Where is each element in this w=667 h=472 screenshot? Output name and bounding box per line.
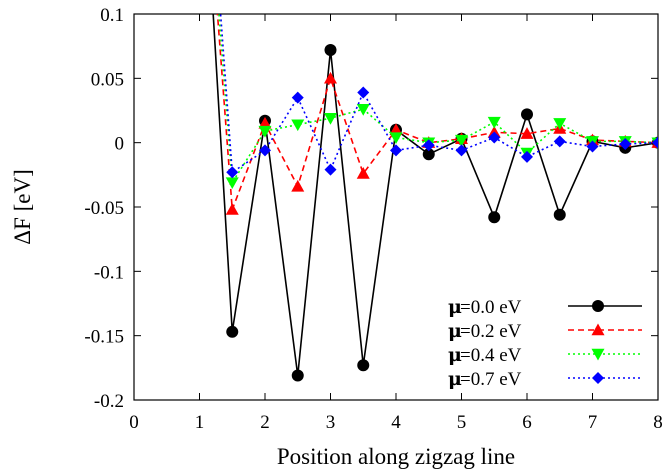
legend-mu-symbol: μ [448,296,462,318]
y-tick-label: 0.05 [91,69,124,90]
legend-label: =0.7 eV [460,369,522,390]
legend-marker [592,300,604,312]
plot-area: 0 1 2 3 4 5 6 7 80.10.050-0.05-0.1-0.15-0.2μ=0.0… [84,5,663,433]
x-axis-label: Position along zigzag line [277,444,515,469]
legend-label: =0.0 eV [460,297,522,318]
data-point [455,144,468,157]
data-point [291,119,305,132]
y-tick-label: -0.05 [84,198,124,219]
data-point [324,71,337,84]
series-line [216,14,658,210]
y-tick-label: -0.1 [94,262,124,283]
data-point [521,108,533,121]
data-point [586,140,599,153]
data-point [324,44,337,57]
legend-marker [591,348,605,361]
data-point [652,136,658,149]
legend-mu-symbol: μ [448,320,462,342]
data-point [226,166,239,179]
data-point [324,113,337,125]
series-layer [212,14,658,382]
data-point [487,116,501,129]
data-point [291,369,304,382]
series-1 [216,14,658,215]
series-line [218,14,658,185]
data-point [553,135,566,148]
series-0 [212,14,658,382]
data-point [291,179,305,192]
data-point [324,163,337,176]
x-tick-label: 1 [195,412,205,433]
legend-marker [591,323,605,336]
data-point [488,131,501,144]
data-point [422,148,435,161]
legend-label: =0.2 eV [460,321,522,342]
legend-mu-symbol: μ [448,368,462,390]
data-point [357,86,370,99]
legend: μ=0.0 eVμ=0.2 eVμ=0.4 eVμ=0.7 eV [448,296,642,390]
data-point [226,325,239,338]
x-tick-label: 4 [391,412,401,433]
series-line [212,14,658,376]
x-tick-label: 0 [129,412,139,433]
data-point [258,125,272,138]
data-point [225,203,239,215]
data-point [553,118,567,130]
data-point [225,177,239,190]
y-axis-label: ΔF [eV] [10,169,35,244]
y-tick-label: -0.2 [94,391,124,412]
y-tick-label: 0 [115,134,125,155]
x-tick-label: 2 [260,412,270,433]
x-tick-label: 6 [522,412,532,433]
x-tick-label: 5 [457,412,467,433]
data-point [520,127,534,139]
x-tick-label: 3 [326,412,336,433]
data-point [357,359,370,372]
data-point [521,150,533,163]
data-point [259,144,271,157]
plot-frame [133,13,659,401]
legend-marker [592,372,604,384]
data-point [291,91,304,104]
data-point [356,104,370,116]
x-tick-label: 7 [588,412,598,433]
data-point [553,208,566,221]
legend-label: =0.4 eV [460,345,522,366]
series-3 [219,14,658,179]
x-tick-label: 8 [653,412,663,433]
data-point [455,134,468,147]
data-point [389,132,403,145]
data-point [390,144,402,157]
data-point [258,116,272,129]
series-2 [218,14,658,190]
data-point [389,123,403,135]
y-tick-label: 0.1 [100,5,124,26]
legend-mu-symbol: μ [448,344,462,366]
data-point [356,167,370,179]
y-tick-label: -0.15 [84,327,124,348]
data-point [619,137,632,150]
data-point [488,211,501,224]
data-point [422,139,435,152]
